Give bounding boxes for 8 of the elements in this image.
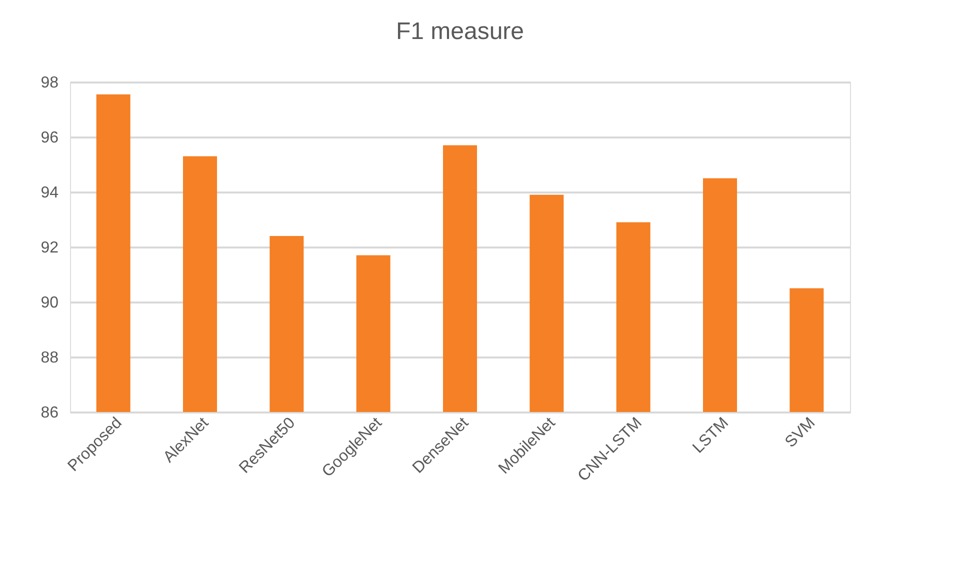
y-tick-label: 92 <box>40 240 59 256</box>
y-tick-label: 96 <box>40 130 59 146</box>
y-tick-label: 86 <box>40 404 59 422</box>
y-tick-label: 98 <box>40 74 59 92</box>
y-tick-label: 94 <box>40 184 59 202</box>
y-tick-label: 90 <box>40 294 59 312</box>
y-tick-label: 88 <box>40 350 59 366</box>
chart-title: F1 measure <box>396 18 524 45</box>
